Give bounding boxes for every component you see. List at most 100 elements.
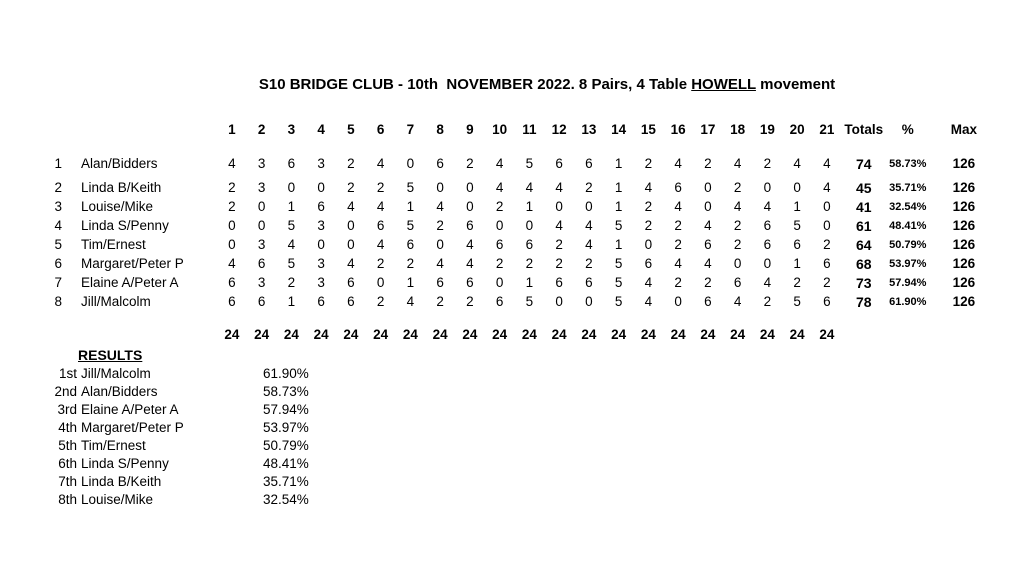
- score-cell: 4: [704, 256, 712, 271]
- max-cell: 126: [952, 275, 976, 290]
- score-cell: 0: [525, 218, 534, 233]
- score-cell: 0: [406, 156, 415, 171]
- score-cell: 5: [614, 275, 623, 290]
- column-total-cell: 24: [313, 326, 329, 342]
- column-total-cell: 24: [224, 326, 240, 342]
- total-cell: 41: [855, 198, 872, 215]
- result-rank: 3rd: [57, 401, 77, 417]
- score-cell: 0: [228, 218, 236, 233]
- score-cell: 0: [466, 180, 474, 195]
- result-rank: 1st: [58, 365, 77, 381]
- score-cell: 4: [466, 256, 474, 271]
- column-total-cell: 24: [759, 326, 775, 342]
- score-cell: 1: [614, 237, 623, 252]
- result-percent: 53.97%: [263, 419, 309, 435]
- score-cell: 3: [257, 180, 266, 195]
- percent-header: %: [901, 122, 914, 137]
- score-cell: 5: [287, 218, 296, 233]
- score-cell: 0: [585, 199, 593, 214]
- score-cell: 3: [317, 275, 325, 290]
- result-percent: 32.54%: [263, 491, 309, 507]
- score-cell: 0: [823, 199, 831, 214]
- score-cell: 4: [228, 156, 236, 171]
- score-cell: 0: [674, 294, 682, 309]
- result-pair-name: Jill/Malcolm: [81, 365, 151, 381]
- score-cell: 3: [257, 275, 266, 290]
- score-cell: 6: [704, 294, 712, 309]
- score-header-row: 1 2 3 4 5 6 7 8 9 10 11 12 13 14 15 16 17 18 19 20 21 Totals%…: [46, 120, 998, 139]
- score-cell: 2: [347, 156, 355, 171]
- score-cell: 2: [644, 156, 653, 171]
- results-heading: RESULTS: [78, 346, 143, 363]
- score-cell: 4: [674, 256, 682, 271]
- score-cell: 6: [466, 218, 474, 233]
- score-cell: 6: [823, 256, 831, 271]
- round-number-header: 10: [492, 122, 508, 137]
- result-rank: 7th: [58, 473, 77, 489]
- score-row: 5 Tim/Ernest 0 3 4 0 0 4 6 0 4 6 6 2 4 1 0 2 6 2 6 6 2 64 50.79%…: [46, 235, 998, 254]
- score-cell: 4: [436, 256, 444, 271]
- round-number-header: 9: [466, 122, 474, 137]
- score-row: 1 Alan/Bidders 4 3 6 3 2 4 0 6 2 4 5 6 6 1 2 4 2 4 2 4 4 74 58.7…: [46, 139, 998, 178]
- score-cell: 6: [525, 237, 534, 252]
- score-cell: 6: [436, 156, 444, 171]
- score-cell: 4: [376, 199, 385, 214]
- total-cell: 74: [855, 155, 872, 172]
- score-cell: 0: [555, 294, 563, 309]
- score-cell: 6: [257, 256, 266, 271]
- pair-number: 5: [54, 237, 62, 252]
- score-cell: 0: [585, 294, 593, 309]
- pair-number: 3: [54, 199, 62, 214]
- score-cell: 2: [436, 218, 444, 233]
- score-cell: 2: [823, 237, 831, 252]
- total-cell: 61: [855, 217, 872, 234]
- column-total-cell: 24: [343, 326, 359, 342]
- score-cell: 0: [704, 199, 712, 214]
- score-cell: 4: [793, 156, 801, 171]
- score-cell: 4: [228, 256, 236, 271]
- pair-number: 4: [54, 218, 62, 233]
- result-rank: 4th: [58, 419, 77, 435]
- score-cell: 1: [525, 199, 534, 214]
- score-cell: 4: [733, 156, 742, 171]
- result-pair-name: Alan/Bidders: [81, 383, 158, 399]
- score-cell: 0: [257, 199, 266, 214]
- score-cell: 6: [228, 294, 236, 309]
- score-row: 2 Linda B/Keith 2 3 0 0 2 2 5 0 0 4 4 4 2 1 4 6 0 2 0 0 4 45 35.…: [46, 178, 998, 197]
- results-table: RESULTS 1st Jill/Malcolm 61.90% 2nd Alan/Bid…: [46, 345, 358, 508]
- max-header: Max: [950, 122, 978, 137]
- score-cell: 2: [704, 156, 712, 171]
- round-number-header: 19: [759, 122, 775, 137]
- score-cell: 1: [793, 199, 801, 214]
- score-cell: 6: [733, 275, 742, 290]
- pair-number: 8: [54, 294, 62, 309]
- score-cell: 4: [585, 218, 593, 233]
- pair-name: Linda S/Penny: [81, 218, 169, 233]
- score-cell: 6: [466, 275, 474, 290]
- score-cell: 2: [525, 256, 534, 271]
- score-cell: 2: [406, 256, 415, 271]
- score-cell: 2: [495, 199, 504, 214]
- score-cell: 0: [466, 199, 474, 214]
- results-row: 7th Linda B/Keith 35.71%: [46, 472, 358, 490]
- total-cell: 68: [855, 255, 872, 272]
- score-cell: 5: [525, 294, 534, 309]
- column-total-cell: 24: [730, 326, 746, 342]
- empty-cell: [886, 311, 930, 348]
- score-cell: 2: [763, 156, 772, 171]
- score-cell: 2: [704, 275, 712, 290]
- result-percent: 48.41%: [263, 455, 309, 471]
- column-total-cell: 24: [521, 326, 537, 342]
- round-number-header: 21: [819, 122, 835, 137]
- column-total-cell: 24: [551, 326, 567, 342]
- pair-name: Elaine A/Peter A: [81, 275, 179, 290]
- score-cell: 0: [257, 218, 266, 233]
- percent-cell: 50.79%: [889, 238, 927, 251]
- result-percent: 58.73%: [263, 383, 309, 399]
- column-total-cell: 24: [789, 326, 805, 342]
- empty-cell: [46, 345, 78, 364]
- result-rank: 8th: [58, 491, 77, 507]
- score-cell: 2: [287, 275, 296, 290]
- score-cell: 4: [287, 237, 296, 252]
